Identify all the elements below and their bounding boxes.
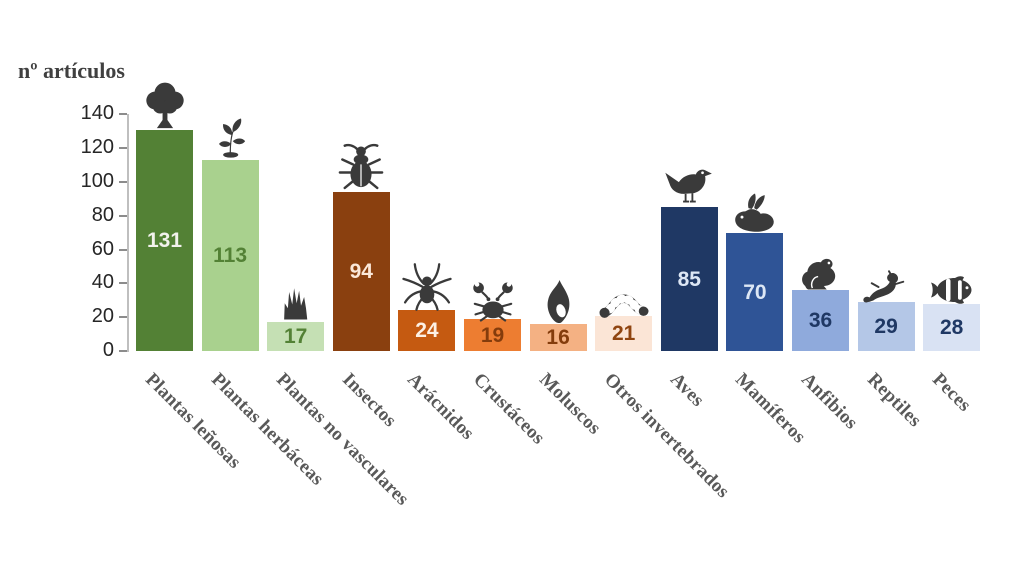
fish-icon bbox=[928, 273, 976, 307]
bar-value: 29 bbox=[874, 315, 898, 338]
bar: 36 bbox=[792, 290, 849, 351]
worm-icon bbox=[598, 291, 650, 319]
bar: 28 bbox=[923, 304, 981, 351]
y-tick-label: 100 bbox=[80, 170, 114, 192]
bar: 131 bbox=[136, 130, 193, 351]
bar-value: 24 bbox=[415, 319, 439, 342]
bar: 19 bbox=[464, 319, 521, 351]
category-label: Reptiles bbox=[862, 369, 926, 432]
bar-value: 113 bbox=[213, 244, 248, 267]
y-tick-label: 40 bbox=[91, 271, 114, 294]
category-label: Anfibios bbox=[797, 369, 862, 434]
bar: 21 bbox=[595, 316, 653, 351]
y-tick-mark bbox=[119, 147, 127, 150]
y-tick-label: 60 bbox=[91, 237, 114, 260]
y-tick-label: 140 bbox=[80, 102, 114, 125]
bar-value: 94 bbox=[349, 260, 373, 283]
y-tick-mark bbox=[119, 181, 127, 183]
y-tick-label: 0 bbox=[102, 339, 114, 361]
beetle-icon bbox=[335, 137, 387, 195]
category-label: Plantas herbáceas bbox=[206, 369, 328, 490]
bar: 113 bbox=[201, 160, 259, 351]
spider-icon bbox=[401, 261, 453, 313]
y-tick-mark bbox=[119, 248, 127, 251]
frog-icon bbox=[798, 253, 844, 293]
bar: 94 bbox=[332, 192, 390, 351]
y-axis-title: nº artículos bbox=[18, 58, 125, 83]
rabbit-icon bbox=[729, 190, 781, 236]
bar: 17 bbox=[267, 322, 325, 351]
y-tick-label: 20 bbox=[91, 305, 114, 328]
bar: 85 bbox=[660, 207, 718, 351]
bar-value: 21 bbox=[612, 322, 636, 345]
y-axis-line bbox=[127, 114, 129, 352]
gecko-icon bbox=[860, 263, 912, 305]
category-label: Aves bbox=[665, 369, 708, 412]
bar: 24 bbox=[398, 310, 456, 351]
bar: 29 bbox=[857, 302, 915, 351]
crab-icon bbox=[467, 278, 519, 322]
bar-value: 70 bbox=[743, 280, 767, 304]
y-tick-mark bbox=[119, 214, 127, 217]
tree-icon bbox=[139, 81, 191, 133]
category-label: Insectos bbox=[337, 369, 401, 432]
bar-value: 85 bbox=[677, 267, 701, 291]
seedling-icon bbox=[208, 111, 252, 163]
category-label: Otros invertebrados bbox=[600, 369, 734, 503]
y-tick-mark bbox=[119, 113, 127, 116]
bar-value: 131 bbox=[146, 229, 183, 252]
bar-value: 17 bbox=[284, 325, 308, 348]
y-tick-label: 80 bbox=[91, 203, 114, 226]
y-tick-mark bbox=[119, 316, 127, 319]
y-tick-label: 120 bbox=[80, 136, 114, 159]
bar-value: 36 bbox=[808, 309, 833, 332]
y-tick-mark bbox=[119, 282, 127, 285]
bar-value: 28 bbox=[940, 316, 964, 339]
shell-icon bbox=[540, 275, 576, 327]
moss-icon bbox=[276, 279, 316, 325]
bird-icon bbox=[661, 166, 717, 210]
bar: 70 bbox=[726, 233, 784, 351]
bar-value: 19 bbox=[480, 323, 505, 347]
bar-value: 16 bbox=[546, 326, 570, 349]
category-label: Peces bbox=[928, 369, 976, 416]
bar: 16 bbox=[529, 324, 587, 351]
y-tick-mark bbox=[119, 350, 127, 352]
category-label: Arácnidos bbox=[403, 369, 479, 445]
